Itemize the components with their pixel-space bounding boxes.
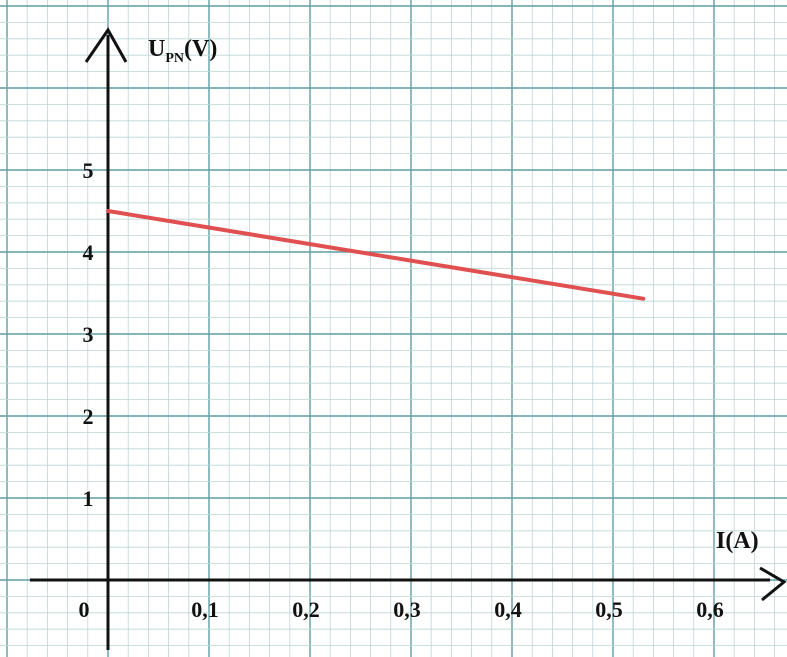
y-axis-arrow-icon [84,27,128,63]
y-tick-labels: 1 2 3 4 5 [83,158,94,511]
y-axis-title: UPN(V) [148,36,217,66]
y-tick-label: 2 [83,404,94,429]
x-tick-label: 0,1 [191,597,219,622]
axes [30,27,787,650]
y-tick-label: 1 [83,486,94,511]
series-line [106,209,646,301]
x-tick-label: 0 [79,597,90,622]
x-axis-arrow-icon [759,566,787,602]
y-tick-label: 5 [83,158,94,183]
y-tick-label: 4 [83,240,94,265]
x-tick-label: 0,3 [393,597,421,622]
x-tick-label: 0,5 [595,597,623,622]
series-group [106,209,646,301]
x-tick-label: 0,2 [292,597,320,622]
y-tick-label: 3 [83,322,94,347]
x-axis-title: I(A) [716,528,759,554]
x-tick-label: 0,6 [696,597,724,622]
x-tick-label: 0,4 [494,597,522,622]
x-tick-labels: 0 0,1 0,2 0,3 0,4 0,5 0,6 [79,597,724,622]
